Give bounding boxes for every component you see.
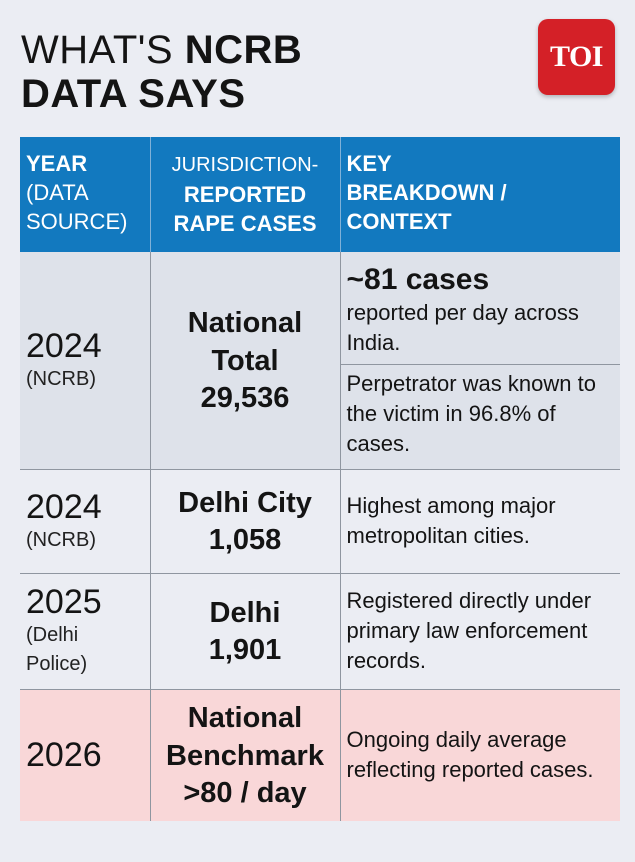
- toi-logo-text: TOI: [550, 40, 603, 73]
- column-header-jurisdiction: JURISDICTION- REPORTED RAPE CASES: [150, 137, 341, 252]
- jurisdiction-name: Delhi City: [178, 487, 312, 519]
- case-count: >80 / day: [183, 777, 307, 810]
- title-line2: DATA SAYS: [21, 72, 246, 116]
- title-prefix: WHAT'S: [21, 28, 185, 72]
- context-text: reported per day across India.: [346, 299, 579, 355]
- context-highlight: ~81 cases: [346, 262, 490, 296]
- year-cell: 2026: [20, 689, 151, 821]
- col1-line3: SOURCE): [26, 209, 128, 234]
- table-row: 2025 (Delhi Police) Delhi 1,901 Register…: [20, 573, 620, 690]
- column-header-context: KEY BREAKDOWN / CONTEXT: [340, 137, 620, 252]
- col2-line3: RAPE CASES: [173, 211, 317, 236]
- case-count: 29,536: [200, 382, 290, 415]
- jurisdiction-name-line2: Benchmark: [166, 740, 324, 773]
- context-text: Ongoing daily average reflecting reporte…: [346, 727, 594, 783]
- title-ncrb: NCRB: [184, 28, 303, 72]
- col3-line3: CONTEXT: [346, 209, 452, 234]
- jurisdiction-cell: Delhi City 1,058: [150, 469, 341, 574]
- col3-line2: BREAKDOWN /: [346, 180, 507, 205]
- jurisdiction-name: Delhi: [209, 597, 281, 629]
- column-header-year: YEAR (DATA SOURCE): [20, 137, 151, 252]
- toi-logo: TOI: [538, 19, 615, 95]
- context-text: Highest among major metropolitan cities.: [346, 493, 556, 548]
- jurisdiction-name: National: [187, 307, 303, 340]
- context-cell: Highest among major metropolitan cities.: [340, 469, 620, 574]
- table-row: 2024 (NCRB) National Total 29,536 ~81 ca…: [20, 252, 620, 470]
- table-header-row: YEAR (DATA SOURCE) JURISDICTION- REPORTE…: [20, 137, 620, 252]
- context-cell: Ongoing daily average reflecting reporte…: [340, 689, 620, 821]
- jurisdiction-name: National: [187, 702, 303, 735]
- year-value: 2026: [26, 736, 102, 775]
- col3-line1: KEY: [346, 151, 392, 176]
- jurisdiction-cell: Delhi 1,901: [150, 573, 341, 690]
- context-subsection: Perpetrator was known to the victim in 9…: [340, 363, 620, 459]
- jurisdiction-name-line2: Total: [211, 345, 279, 378]
- col2-line1: JURISDICTION-: [171, 154, 319, 176]
- context-cell: Registered directly under primary law en…: [340, 573, 620, 690]
- table-row: 2024 (NCRB) Delhi City 1,058 Highest amo…: [20, 469, 620, 574]
- case-count: 1,901: [208, 634, 282, 666]
- col2-line2: REPORTED: [183, 182, 307, 207]
- year-cell: 2024 (NCRB): [20, 469, 151, 574]
- year-cell: 2024 (NCRB): [20, 252, 151, 470]
- case-count: 1,058: [208, 524, 282, 556]
- context-text-secondary: Perpetrator was known to the victim in 9…: [346, 370, 596, 456]
- jurisdiction-cell: National Total 29,536: [150, 252, 341, 470]
- context-text: Registered directly under primary law en…: [346, 588, 592, 673]
- year-value: 2024: [26, 326, 102, 365]
- data-source: (Delhi Police): [26, 624, 88, 675]
- data-source: (NCRB): [26, 528, 96, 551]
- col1-line1: YEAR: [26, 151, 88, 176]
- table-row: 2026 National Benchmark >80 / day Ongoin…: [20, 689, 620, 821]
- ncrb-data-table: YEAR (DATA SOURCE) JURISDICTION- REPORTE…: [20, 137, 620, 821]
- data-source: (NCRB): [26, 367, 96, 390]
- year-cell: 2025 (Delhi Police): [20, 573, 151, 690]
- context-cell: ~81 cases reported per day across India.…: [340, 252, 620, 470]
- page-title: WHAT'S NCRB DATA SAYS: [21, 28, 302, 116]
- year-value: 2025: [26, 583, 102, 621]
- year-value: 2024: [26, 487, 102, 526]
- col1-line2: (DATA: [26, 180, 89, 205]
- jurisdiction-cell: National Benchmark >80 / day: [150, 689, 341, 821]
